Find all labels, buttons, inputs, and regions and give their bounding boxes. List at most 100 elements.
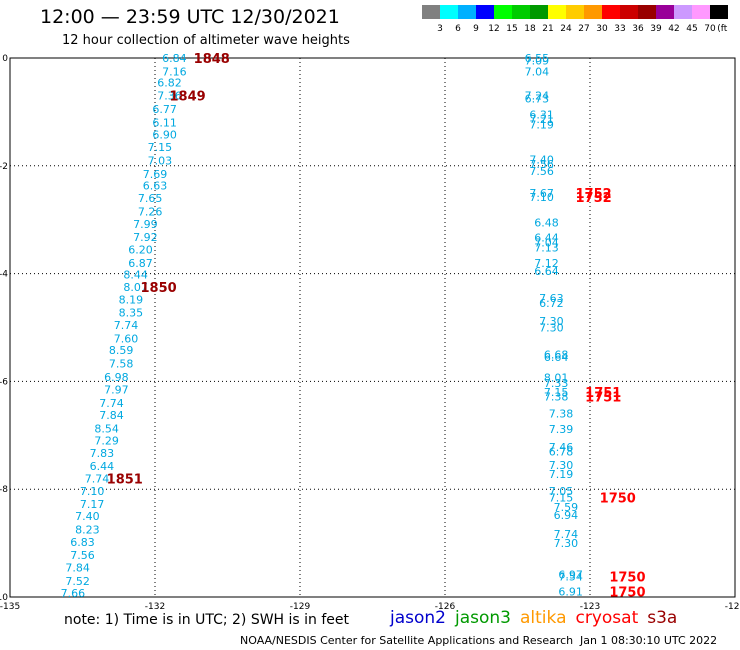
colorbar-swatch [566,5,584,19]
wave-height-label: 7.19 [529,118,554,131]
wave-height-label: 6.72 [539,297,564,310]
colorbar-label: 18 [524,24,536,34]
wave-height-label: 7.59 [554,501,579,514]
satellite-jason2: jason2 [390,608,446,628]
colorbar-label: 33 [614,24,625,34]
wave-height-label: 7.46 [549,441,574,454]
wave-height-label: 8.23 [75,524,100,537]
wave-height-label: 6.84 [162,52,187,65]
wave-height-label: 7.30 [539,322,564,335]
wave-height-label: 7.74 [99,397,124,410]
wave-height-label: 7.29 [94,435,119,448]
colorbar-label: 6 [455,24,461,34]
wave-height-label: 6.90 [152,129,177,142]
wave-height-label: 7.19 [549,468,574,481]
wave-height-label: 7.52 [65,575,90,588]
wave-height-label: 7.38 [549,408,574,421]
wave-height-label: 8.35 [119,306,144,319]
wave-height-label: 7.09 [525,55,550,68]
wave-height-label: 6.87 [128,257,153,270]
wave-height-label: 6.20 [128,243,153,256]
wave-height-label: 7.03 [148,154,173,167]
colorbar-label: 39 [650,24,662,34]
wave-height-label: 7.21 [529,113,554,126]
credit-text: NOAA/NESDIS Center for Satellite Applica… [240,634,574,647]
wave-height-label: 7.84 [65,561,90,574]
wave-height-label: 7.24 [525,90,550,103]
chart-subtitle: 12 hour collection of altimeter wave hei… [62,33,350,48]
wave-height-label: 7.30 [554,537,579,550]
wave-height-label: 7.65 [138,192,163,205]
wave-height-label: 7.74 [85,472,110,485]
time-label: 1848 [194,52,230,67]
wave-height-label: 7.38 [544,390,569,403]
footer-note: note: 1) Time is in UTC; 2) SWH is in fe… [64,612,350,628]
wave-height-label: 7.40 [75,510,100,523]
colorbar-swatch [494,5,512,19]
wave-height-label: 7.67 [529,187,554,200]
wave-height-label: 6.31 [529,109,554,122]
colorbar-swatch [656,5,674,19]
colorbar-label: 45 [686,24,697,34]
colorbar-label: 3 [437,24,443,34]
colorbar-swatch [674,5,692,19]
x-tick-label: -129 [290,602,311,610]
x-tick-label: -120 [725,602,740,610]
wave-height-label: 6.64 [534,265,559,278]
colorbar-unit: (ft) [717,24,728,34]
wave-height-label: 6.82 [157,76,182,89]
wave-height-label: 7.56 [529,158,554,171]
wave-height-label: 7.17 [80,498,105,511]
colorbar-swatch [620,5,638,19]
wave-height-label: 6.11 [152,117,177,130]
wave-height-label: 7.39 [549,423,574,436]
wave-height-label: 7.58 [109,358,134,371]
time-label: 1851 [107,472,143,487]
wave-height-label: 7.13 [534,242,559,255]
wave-height-chart: -135 -132 -129 -126 -123 -120 0 -2 -4 -6 -8 -10 6.84… [0,52,740,610]
colorbar-swatch [512,5,530,19]
wave-height-label: 7.63 [539,292,564,305]
wave-height-label: 6.83 [70,536,95,549]
colorbar-swatch [530,5,548,19]
time-label: 1849 [170,90,206,105]
colorbar-label: 15 [506,24,517,34]
time-label: 1751 [585,386,621,401]
wave-height-label: 7.56 [529,165,554,178]
time-label: 1750 [600,491,636,506]
satellite-jason3: jason3 [455,608,511,628]
y-tick-label: -8 [0,485,8,495]
wave-height-label: 6.68 [544,348,569,361]
wave-height-label: 7.66 [61,587,86,600]
time-label: 1752 [576,191,612,206]
wave-height-label: 8.07 [123,281,148,294]
wave-height-label: 6.64 [544,351,569,364]
wave-height-label: 7.15 [148,141,173,154]
wave-height-label: 7.04 [534,236,559,249]
wave-height-label: 7.74 [554,528,579,541]
colorbar-swatch [584,5,602,19]
colorbar-label: 21 [542,24,553,34]
x-tick-label: -123 [580,602,600,610]
plot-frame [9,57,736,598]
wave-height-label: 6.91 [558,586,583,599]
time-label: 1850 [141,281,177,296]
satellite-cryosat: cryosat [575,608,639,628]
y-tick-label: -10 [0,593,8,603]
colorbar-label: 12 [488,24,499,34]
wave-height-label: 7.26 [138,206,163,219]
y-tick-label: -6 [0,377,8,387]
satellite-altika: altika [520,608,567,628]
wave-height-label: 6.77 [152,103,177,116]
colorbar-label: 36 [632,24,644,34]
y-tick-label: -2 [0,162,8,172]
wave-height-label: 7.60 [114,332,139,345]
wave-height-label: 7.05 [549,485,574,498]
x-tick-label: -126 [435,602,456,610]
time-label: 1750 [609,586,645,601]
colorbar-swatch [476,5,494,19]
wave-height-label: 6.48 [534,216,559,229]
wave-height-label: 8.44 [123,269,148,282]
wave-height-label: 6.44 [90,460,115,473]
